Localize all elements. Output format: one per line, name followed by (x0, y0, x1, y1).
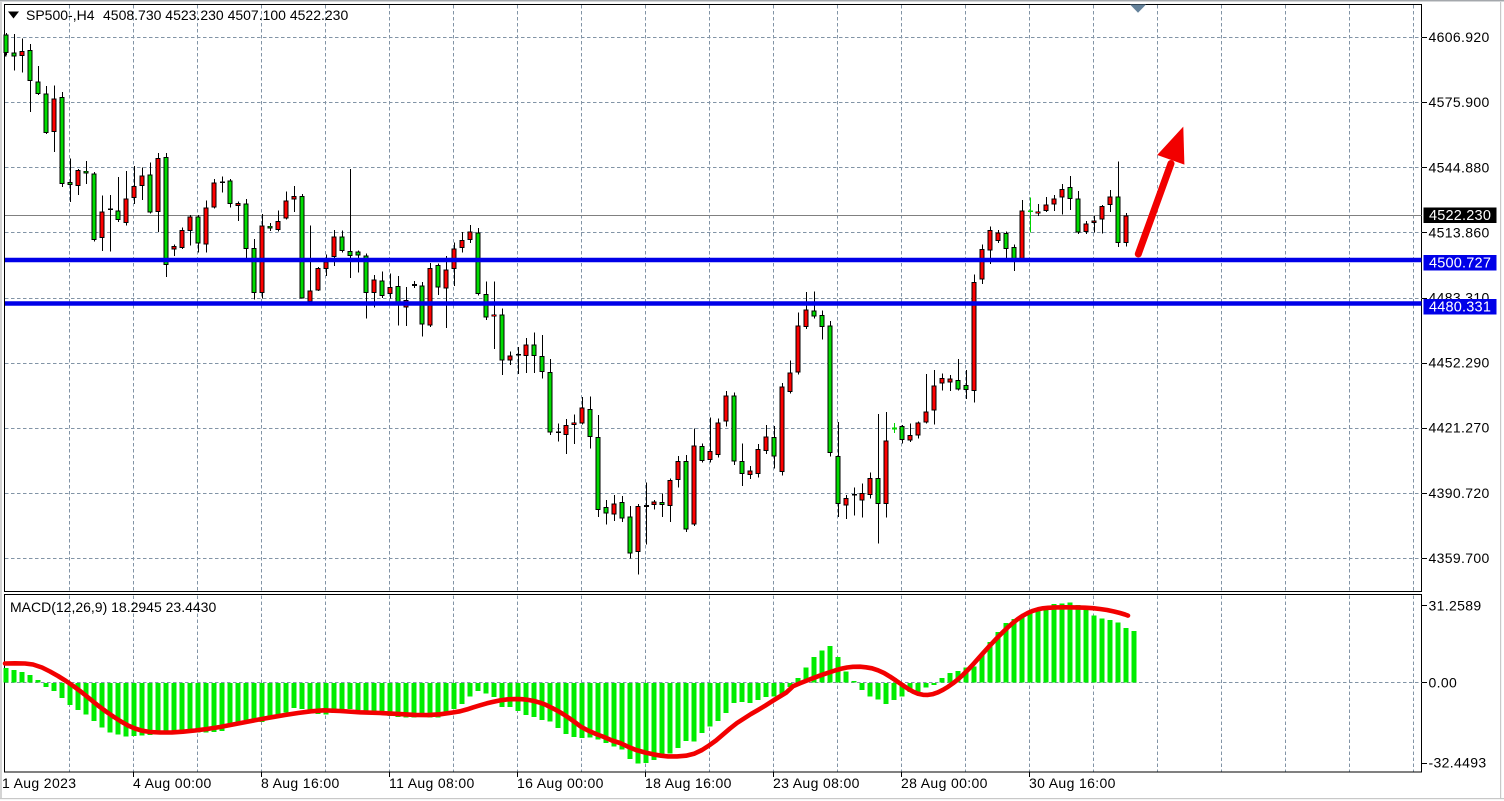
svg-text:28 Aug 00:00: 28 Aug 00:00 (901, 775, 988, 791)
svg-text:4421.270: 4421.270 (1429, 420, 1490, 436)
svg-text:8 Aug 16:00: 8 Aug 16:00 (261, 775, 340, 791)
svg-text:18 Aug 16:00: 18 Aug 16:00 (645, 775, 732, 791)
svg-text:1 Aug 2023: 1 Aug 2023 (2, 775, 76, 791)
svg-text:30 Aug 16:00: 30 Aug 16:00 (1029, 775, 1116, 791)
svg-text:4500.727: 4500.727 (1429, 256, 1491, 272)
svg-text:0.00: 0.00 (1429, 675, 1458, 691)
svg-text:4 Aug 00:00: 4 Aug 00:00 (133, 775, 212, 791)
svg-text:23 Aug 08:00: 23 Aug 08:00 (773, 775, 860, 791)
svg-text:4508.730 4523.230 4507.100 452: 4508.730 4523.230 4507.100 4522.230 (103, 7, 348, 23)
svg-text:4359.700: 4359.700 (1429, 550, 1490, 566)
svg-text:4544.880: 4544.880 (1429, 159, 1490, 175)
svg-text:4390.720: 4390.720 (1429, 485, 1490, 501)
svg-text:16 Aug 00:00: 16 Aug 00:00 (517, 775, 604, 791)
svg-text:MACD(12,26,9) 18.2945 23.4430: MACD(12,26,9) 18.2945 23.4430 (10, 599, 216, 615)
svg-text:4513.860: 4513.860 (1429, 224, 1490, 240)
svg-text:-32.4493: -32.4493 (1429, 755, 1487, 771)
svg-text:31.2589: 31.2589 (1429, 598, 1482, 614)
svg-text:4522.230: 4522.230 (1429, 208, 1491, 224)
svg-text:4452.290: 4452.290 (1429, 355, 1490, 371)
svg-text:4606.920: 4606.920 (1429, 29, 1490, 45)
svg-text:11 Aug 08:00: 11 Aug 08:00 (389, 775, 475, 791)
svg-text:4575.900: 4575.900 (1429, 94, 1490, 110)
svg-text:SP500-,H4: SP500-,H4 (26, 7, 95, 23)
svg-text:4480.331: 4480.331 (1429, 300, 1491, 316)
